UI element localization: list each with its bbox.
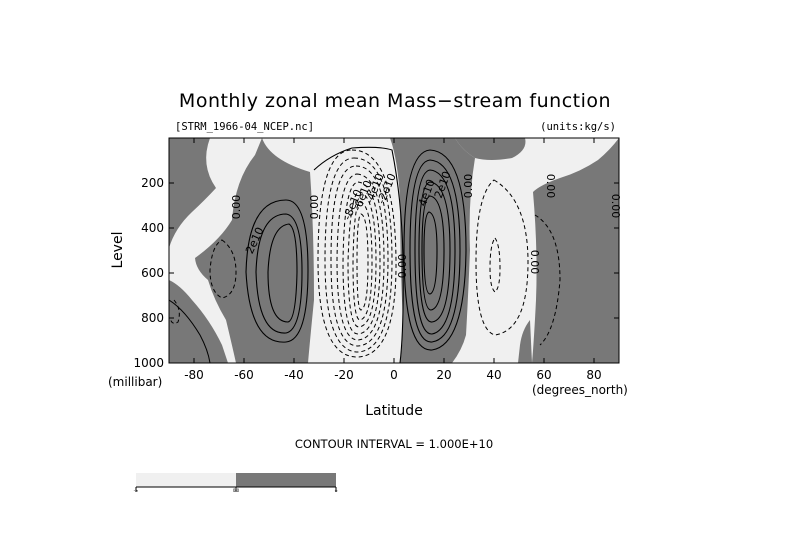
contour-line	[356, 213, 369, 311]
contour-label: 0.00	[230, 195, 243, 220]
positive-region-tropical-cell	[390, 138, 475, 363]
contour-line	[352, 201, 373, 321]
contour-line	[209, 239, 237, 299]
positive-region-southern-cell	[195, 138, 314, 363]
x-tick-label: 0	[390, 368, 398, 382]
contour-line	[475, 179, 529, 336]
contour-interval-note: CONTOUR INTERVAL = 1.000E+10	[295, 437, 493, 451]
chart-title: Monthly zonal mean Mass−stream function	[179, 90, 611, 112]
y-tick-label: 200	[141, 176, 164, 190]
contour-line	[330, 165, 389, 347]
contour-line	[423, 211, 438, 295]
positive-region-southern-surface	[169, 280, 228, 363]
northern-hadley-contours	[403, 149, 467, 351]
contour-line	[534, 214, 561, 346]
contour-line	[418, 181, 451, 323]
contour-line	[245, 199, 309, 343]
contour-line	[169, 299, 180, 324]
zero-contour-line	[313, 146, 404, 363]
contour-label: 0.00	[396, 254, 409, 279]
positive-region-northern-surface	[518, 320, 532, 363]
colorbar: -∞ 0.0 ∞	[134, 473, 338, 493]
x-tick-label: 20	[436, 368, 451, 382]
shading-layer	[169, 138, 619, 363]
contour-line	[347, 191, 377, 328]
x-axis-units: (degrees_north)	[532, 383, 628, 397]
southern-hadley-contours	[317, 149, 397, 358]
file-label: [STRM_1966-04_NCEP.nc]	[175, 121, 314, 133]
x-tick-label: -80	[184, 368, 204, 382]
contour-line	[255, 213, 303, 334]
southern-polar-contours	[169, 239, 237, 363]
contour-label: 0.00	[462, 174, 475, 199]
contour-line	[317, 149, 397, 358]
contour-line	[324, 157, 393, 353]
y-tick-label: 600	[141, 266, 164, 280]
x-axis-title: Latitude	[365, 403, 423, 419]
contour-lines	[169, 146, 561, 363]
contour-line	[489, 237, 501, 293]
x-tick-label: -60	[234, 368, 254, 382]
contour-line	[409, 159, 461, 343]
x-tick-label: 60	[536, 368, 551, 382]
colorbar-negative-swatch	[136, 473, 236, 487]
northern-ferrel-contours	[475, 179, 561, 346]
positive-region-northern-polar	[532, 138, 619, 363]
y-axis-units: (millibar)	[108, 375, 162, 389]
x-tick-label: 80	[586, 368, 601, 382]
y-tick-label: 800	[141, 311, 164, 325]
x-tick-label: -40	[284, 368, 304, 382]
colorbar-positive-swatch	[236, 473, 336, 487]
x-tick-label: -20	[334, 368, 354, 382]
colorbar-label: 0.0	[233, 488, 240, 493]
positive-region-tropopause-strip	[455, 138, 526, 160]
contour-line	[421, 195, 445, 311]
y-tick-label: 400	[141, 221, 164, 235]
contour-line	[267, 223, 298, 323]
contour-line	[403, 149, 467, 351]
contour-line	[414, 169, 456, 335]
contour-label: 0.00	[609, 194, 622, 219]
axis-ticks: -80 -60 -40 -20 0 20 40 60 80 200 400 600 800 1000	[133, 138, 619, 382]
x-tick-label: 40	[486, 368, 501, 382]
y-axis-title: Level	[110, 232, 126, 269]
contour-label: 0.00	[528, 250, 541, 275]
contour-label: 0.00	[308, 195, 321, 220]
contour-label: 0.00	[544, 174, 557, 199]
colorbar-label: -∞	[134, 488, 139, 493]
y-tick-label: 1000	[133, 356, 164, 370]
colorbar-label: ∞	[334, 488, 337, 493]
contour-plot: 0.00 0.00 2e10 0.00 -8e10 -6e10 -4e10 -2…	[133, 137, 622, 382]
southern-ferrel-contours	[245, 199, 309, 343]
positive-region-southern-ferrel	[169, 138, 216, 248]
units-label: (units:kg/s)	[540, 121, 616, 133]
